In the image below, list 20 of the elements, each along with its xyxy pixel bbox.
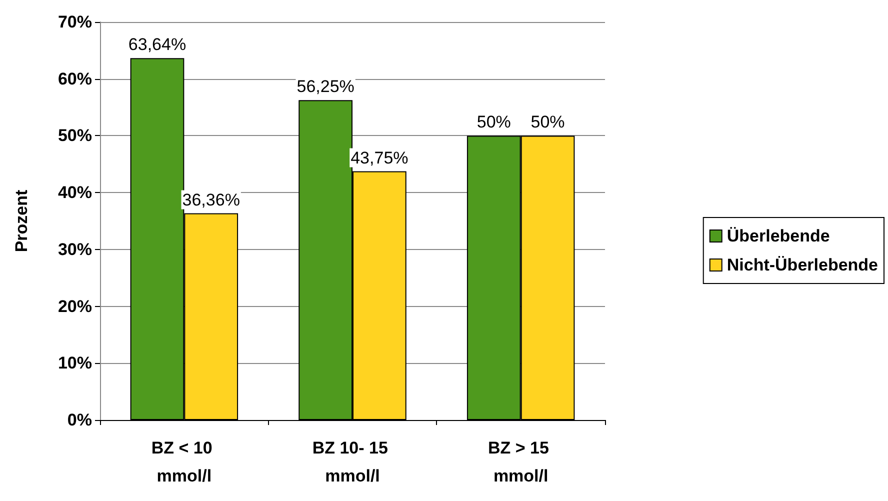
legend-label: Überlebende	[726, 226, 830, 246]
x-tick-label: BZ 10- 15 mmol/l	[312, 438, 393, 486]
y-tick-label: 30%	[58, 240, 92, 259]
x-tick-label: BZ < 10 mmol/l	[151, 438, 218, 486]
y-tick-label: 40%	[58, 183, 92, 202]
data-label: 63,64%	[128, 35, 186, 54]
legend-label: Nicht-Überlebende	[726, 256, 878, 274]
y-tick-label: 70%	[58, 12, 92, 32]
y-axis-title: Prozent	[12, 189, 31, 252]
y-tick-label: 20%	[58, 296, 92, 316]
data-label: 50%	[476, 112, 511, 132]
y-tick-label: 0%	[67, 410, 92, 430]
x-tick-label: BZ > 15 mmol/l	[488, 438, 554, 486]
y-tick-label: 50%	[58, 126, 92, 146]
data-label: 36,36%	[182, 190, 240, 210]
y-tick-label: 10%	[58, 354, 92, 373]
data-label: 43,75%	[350, 148, 408, 168]
data-label: 50%	[530, 112, 565, 132]
y-tick-label: 60%	[58, 69, 92, 88]
data-label: 56,25%	[296, 77, 354, 96]
